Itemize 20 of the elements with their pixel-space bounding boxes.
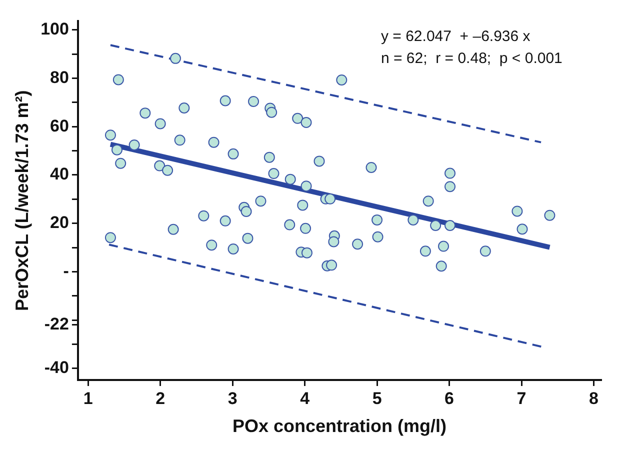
x-tick-label: 8: [589, 388, 599, 408]
x-tick-label: 6: [444, 388, 454, 408]
x-axis-title: POx concentration (mg/l): [232, 416, 446, 436]
x-tick-label: 7: [516, 388, 526, 408]
y-tick-label: -: [63, 261, 69, 280]
x-tick-label: 2: [156, 388, 166, 408]
x-tick-label: 5: [372, 388, 382, 408]
y-tick-label: 80: [50, 68, 69, 87]
x-tick-label: 1: [83, 388, 93, 408]
annotation: n = 62; r = 0.48; p < 0.001: [381, 50, 562, 67]
y-tick-label: 100: [40, 20, 69, 39]
y-tick-label: -22: [44, 314, 69, 334]
x-tick-label: 3: [228, 388, 238, 408]
x-tick-label: 4: [300, 388, 310, 408]
y-axis-title: PerOxCL (L/week/1.73 m²): [12, 90, 32, 311]
y-tick-label: -40: [44, 358, 69, 378]
annotation: y = 62.047 + –6.936 x: [381, 28, 531, 45]
y-tick-label: 20: [50, 213, 69, 232]
y-tick-label: 60: [50, 116, 69, 136]
y-tick-label: 40: [50, 164, 69, 184]
